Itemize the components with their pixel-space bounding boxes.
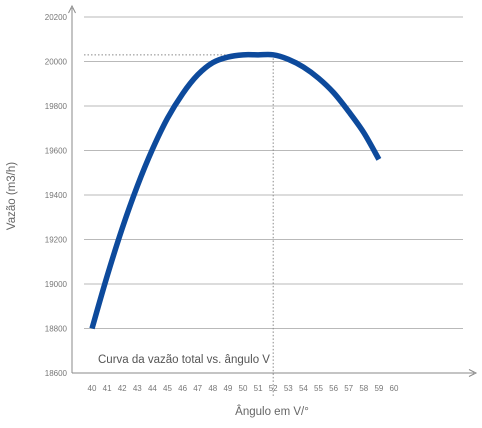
y-tick-label: 19600 <box>45 147 68 156</box>
x-tick-label: 48 <box>208 384 217 393</box>
x-tick-label: 51 <box>254 384 263 393</box>
y-axis-title: Vazão (m3/h) <box>6 162 18 230</box>
y-tick-labels: 18600 18800 19000 19200 19400 19600 19800 20000… <box>45 13 68 378</box>
axes <box>68 4 478 377</box>
x-tick-label: 44 <box>148 384 157 393</box>
y-tick-label: 19000 <box>45 280 68 289</box>
x-tick-label: 56 <box>329 384 338 393</box>
y-tick-label: 20200 <box>45 13 68 22</box>
x-axis-title: Ângulo em V/° <box>235 405 309 418</box>
y-tick-label: 19200 <box>45 236 68 245</box>
x-tick-label: 47 <box>193 384 202 393</box>
x-tick-label: 40 <box>88 384 97 393</box>
series-layer <box>89 51 382 330</box>
y-tick-label: 19400 <box>45 191 68 200</box>
x-tick-label: 53 <box>284 384 293 393</box>
series-line <box>89 51 382 330</box>
x-tick-label: 46 <box>178 384 187 393</box>
x-tick-label: 49 <box>223 384 232 393</box>
x-tick-label: 50 <box>239 384 248 393</box>
chart-annotation: Curva da vazão total vs. ângulo V <box>98 354 270 366</box>
y-tick-label: 18600 <box>45 369 68 378</box>
x-tick-label: 60 <box>390 384 399 393</box>
x-tick-label: 45 <box>163 384 172 393</box>
y-axis-arrow <box>68 4 76 14</box>
y-tick-label: 18800 <box>45 325 68 334</box>
x-tick-label: 59 <box>374 384 383 393</box>
x-tick-labels: 40 41 42 43 44 45 46 47 48 49 50 51 52 53 54 55 56 57 58 59… <box>88 384 399 393</box>
x-tick-label: 43 <box>133 384 142 393</box>
y-tick-label: 20000 <box>45 58 68 67</box>
x-tick-label: 55 <box>314 384 323 393</box>
x-tick-label: 57 <box>344 384 353 393</box>
x-tick-label: 54 <box>299 384 308 393</box>
x-tick-label: 41 <box>103 384 112 393</box>
x-tick-label: 58 <box>359 384 368 393</box>
y-tick-label: 19800 <box>45 102 68 111</box>
x-tick-label: 42 <box>118 384 127 393</box>
x-axis-arrow <box>468 369 478 377</box>
